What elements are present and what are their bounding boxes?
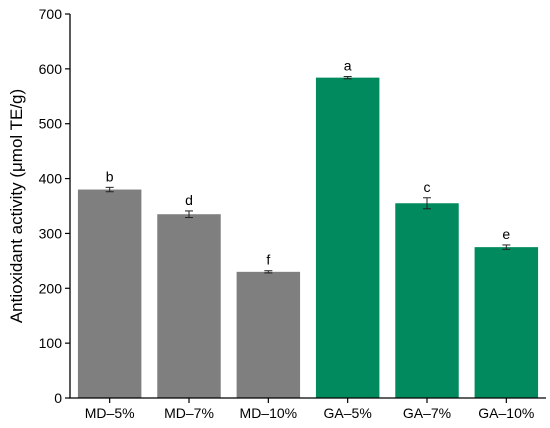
x-tick-label: MD–5% [85, 405, 135, 421]
bar [395, 203, 459, 398]
y-tick-label: 400 [39, 171, 63, 187]
bar [236, 271, 301, 398]
error-bars-group [105, 76, 511, 274]
bar [315, 77, 380, 399]
y-axis: 0 100 200 300 400 500 600 700 [39, 6, 70, 406]
x-tick-label: MD–7% [164, 405, 214, 421]
y-tick-label: 0 [54, 390, 62, 406]
y-axis-title: Antioxidant activity (μmol TE/g) [7, 89, 26, 323]
significance-label: d [185, 192, 193, 208]
x-axis: MD–5% MD–7% MD–10% GA–5% GA–7% GA–10% [85, 398, 534, 421]
significance-label: e [502, 226, 510, 242]
x-tick-label: GA–5% [324, 405, 372, 421]
significance-label: f [266, 252, 270, 268]
y-tick-label: 700 [39, 6, 63, 22]
x-tick-label: GA–7% [403, 405, 451, 421]
significance-label: c [424, 179, 431, 195]
significance-label: b [106, 168, 114, 184]
bar [474, 247, 539, 398]
y-tick-label: 500 [39, 116, 63, 132]
significance-labels-group: b d f a c e [106, 58, 511, 268]
y-tick-label: 300 [39, 225, 63, 241]
bar [157, 214, 221, 398]
x-tick-label: GA–10% [478, 405, 534, 421]
y-tick-label: 100 [39, 335, 63, 351]
bars-group [77, 77, 539, 399]
plot-frame [69, 14, 546, 399]
y-tick-label: 600 [39, 61, 63, 77]
significance-label: a [344, 58, 352, 74]
bar [77, 189, 142, 398]
x-tick-label: MD–10% [240, 405, 298, 421]
y-tick-label: 200 [39, 280, 63, 296]
